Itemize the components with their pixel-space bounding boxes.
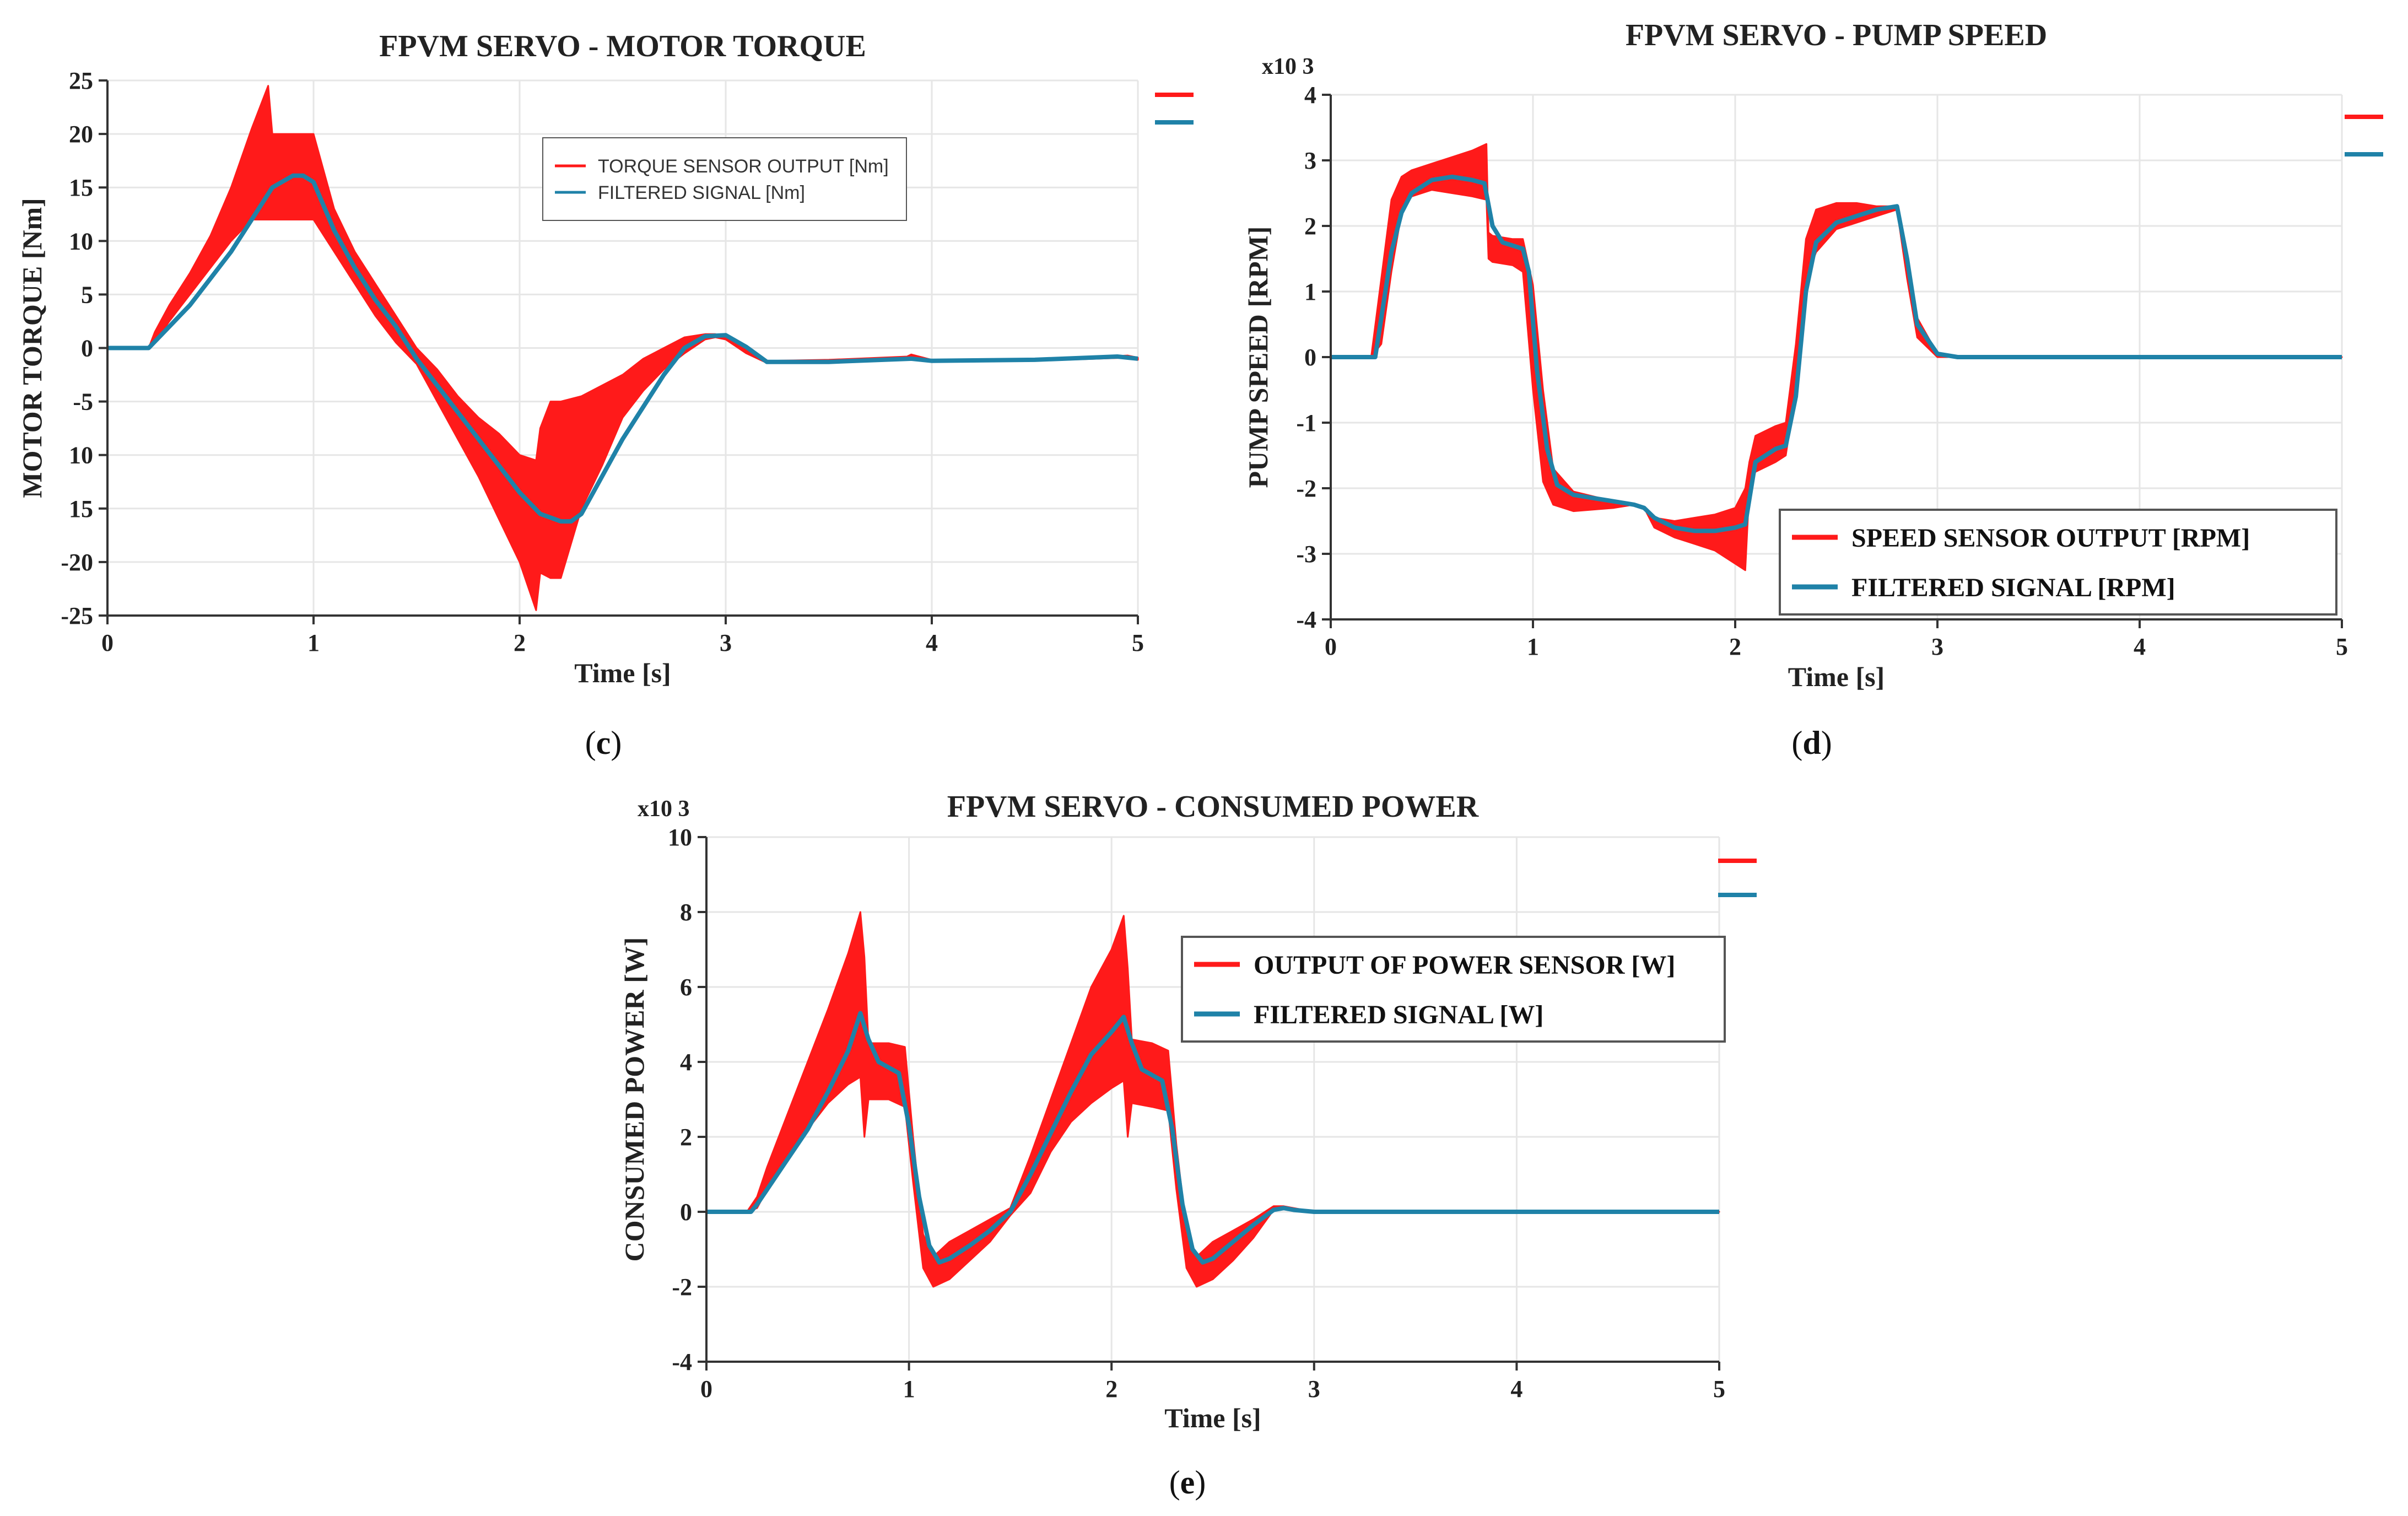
legend: SPEED SENSOR OUTPUT [RPM] FILTERED SIGNAL… xyxy=(1779,509,2337,616)
legend-sensor-label: TORQUE SENSOR OUTPUT [Nm] xyxy=(598,156,889,177)
x-tick-label: 3 xyxy=(720,629,732,656)
y-tick-label: -25 xyxy=(61,602,93,629)
legend-sensor-label: OUTPUT OF POWER SENSOR [W] xyxy=(1254,951,1675,980)
x-tick-label: 1 xyxy=(1527,633,1539,660)
legend: OUTPUT OF POWER SENSOR [W] FILTERED SIGNA… xyxy=(1181,936,1726,1043)
legend-box xyxy=(1779,509,2337,616)
y-tick-label: 4 xyxy=(680,1049,692,1076)
legend-filtered-label: FILTERED SIGNAL [RPM] xyxy=(1851,573,2175,602)
y-axis-label: PUMP SPEED [RPM] xyxy=(1243,226,1273,488)
y-tick-label: 20 xyxy=(69,121,93,148)
y-tick-label: 10 xyxy=(668,824,692,851)
panel-letter: e xyxy=(1180,1464,1195,1501)
legend-sensor-label: SPEED SENSOR OUTPUT [RPM] xyxy=(1851,524,2250,553)
y-tick-label: 1 xyxy=(1304,278,1316,305)
x-tick-label: 4 xyxy=(2134,633,2146,660)
y-tick-label: -2 xyxy=(672,1274,692,1301)
chart-title: FPVM SERVO - CONSUMED POWER xyxy=(947,790,1479,824)
y-tick-label: -5 xyxy=(73,389,93,416)
x-tick-label: 5 xyxy=(2336,633,2348,660)
legend-filtered-label: FILTERED SIGNAL [Nm] xyxy=(598,182,805,203)
panel-label: (e) xyxy=(1169,1464,1206,1501)
sensor-output-band xyxy=(106,85,1139,611)
consumed-power-chart: 0 1 2 3 4 5 10 8 6 4 2 0 -2 -4 x10 3 FPVM SERVO - CONSU… xyxy=(619,790,1757,1501)
y-tick-label: 2 xyxy=(680,1124,692,1151)
y-tick-label: -2 xyxy=(1296,475,1316,502)
y-axis-label: CONSUMED POWER [W] xyxy=(619,937,650,1262)
y-tick-label: 10 xyxy=(69,228,93,255)
y-tick-label: 15 xyxy=(69,495,93,522)
y-tick-label: 15 xyxy=(69,174,93,201)
y-tick-label: 0 xyxy=(1304,344,1316,371)
legend-filtered-label: FILTERED SIGNAL [W] xyxy=(1254,1000,1543,1029)
x-tick-label: 0 xyxy=(101,629,114,656)
y-tick-label: 10 xyxy=(69,442,93,469)
legend: TORQUE SENSOR OUTPUT [Nm] FILTERED SIGNAL… xyxy=(542,137,907,221)
x-axis-label: Time [s] xyxy=(574,657,671,688)
y-tick-label: 0 xyxy=(680,1199,692,1226)
filtered-signal-line xyxy=(706,1011,1719,1265)
x-tick-label: 4 xyxy=(926,629,938,656)
panel-letter: c xyxy=(596,725,611,761)
y-tick-label: -4 xyxy=(672,1348,692,1375)
axis-multiplier: x10 3 xyxy=(638,796,690,822)
panel-label: (c) xyxy=(585,725,622,761)
x-tick-label: 4 xyxy=(1510,1375,1522,1402)
motor-torque-chart: 0 1 2 3 4 5 25 20 15 10 5 0 -5 10 15 -20 -25 FPVM SERVO -… xyxy=(17,29,1194,761)
y-tick-label: 5 xyxy=(81,281,93,308)
x-axis-label: Time [s] xyxy=(1788,661,1885,692)
y-tick-label: 4 xyxy=(1304,82,1316,109)
legend-box xyxy=(1181,936,1726,1043)
legend-box xyxy=(542,137,907,221)
y-tick-label: -4 xyxy=(1296,606,1316,633)
x-tick-label: 2 xyxy=(1729,633,1741,660)
y-axis-label: MOTOR TORQUE [Nm] xyxy=(17,198,47,498)
x-tick-label: 5 xyxy=(1132,629,1144,656)
filtered-signal-line xyxy=(1331,174,2342,533)
x-tick-label: 0 xyxy=(700,1375,712,1402)
x-tick-label: 2 xyxy=(514,629,526,656)
y-tick-label: 25 xyxy=(69,67,93,94)
x-tick-label: 5 xyxy=(1713,1375,1725,1402)
panel-letter: d xyxy=(1802,725,1821,761)
chart-title: FPVM SERVO - PUMP SPEED xyxy=(1626,18,2047,52)
x-tick-label: 1 xyxy=(307,629,320,656)
filtered-signal-line xyxy=(107,173,1138,524)
y-tick-label: 6 xyxy=(680,974,692,1001)
y-tick-label: 2 xyxy=(1304,213,1316,240)
panel-label: (d) xyxy=(1791,725,1832,761)
chart-title: FPVM SERVO - MOTOR TORQUE xyxy=(379,29,866,63)
pump-speed-chart: 0 1 2 3 4 5 4 3 2 1 0 -1 -2 -3 -4 x10 3 FPVM SERVO - PUM… xyxy=(1243,18,2383,761)
x-axis-label: Time [s] xyxy=(1164,1402,1261,1433)
x-tick-label: 3 xyxy=(1308,1375,1320,1402)
axis-multiplier: x10 3 xyxy=(1262,54,1314,79)
x-tick-label: 3 xyxy=(1931,633,1943,660)
x-tick-label: 2 xyxy=(1105,1375,1117,1402)
y-tick-label: -1 xyxy=(1296,409,1316,436)
y-tick-label: -3 xyxy=(1296,541,1316,568)
y-tick-label: 3 xyxy=(1304,147,1316,174)
x-tick-label: 1 xyxy=(903,1375,915,1402)
y-tick-label: 0 xyxy=(81,335,93,362)
y-tick-label: -20 xyxy=(61,549,93,576)
y-tick-label: 8 xyxy=(680,899,692,926)
x-tick-label: 0 xyxy=(1325,633,1337,660)
